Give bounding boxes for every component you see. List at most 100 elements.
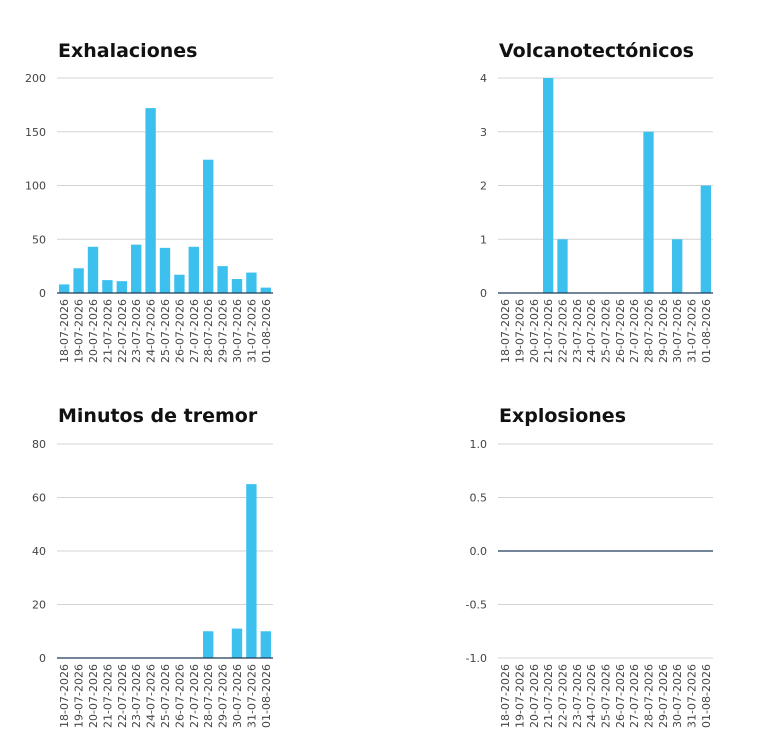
y-tick-label: 200 xyxy=(25,72,46,85)
x-tick-label: 18-07-2026 xyxy=(499,299,512,363)
bar xyxy=(116,281,127,293)
x-tick-label: 23-07-2026 xyxy=(571,664,584,728)
bar xyxy=(87,246,99,293)
x-tick-label: 31-07-2026 xyxy=(245,299,258,363)
y-tick-label: 4 xyxy=(480,72,487,85)
x-tick-label: 21-07-2026 xyxy=(101,664,114,728)
chart-title: Minutos de tremor xyxy=(58,405,258,427)
x-tick-label: 28-07-2026 xyxy=(643,299,656,363)
x-tick-label: 29-07-2026 xyxy=(657,664,670,728)
x-tick-label: 20-07-2026 xyxy=(528,299,541,363)
x-tick-label: 18-07-2026 xyxy=(499,664,512,728)
bar xyxy=(73,268,84,293)
x-tick-label: 29-07-2026 xyxy=(217,664,230,728)
x-tick-label: 19-07-2026 xyxy=(514,299,527,363)
y-tick-label: 0.5 xyxy=(470,492,488,505)
x-tick-label: 30-07-2026 xyxy=(231,299,244,363)
bar xyxy=(145,108,156,293)
x-tick-label: 28-07-2026 xyxy=(202,299,215,363)
x-tick-label: 20-07-2026 xyxy=(87,299,100,363)
x-tick-label: 22-07-2026 xyxy=(116,299,129,363)
x-tick-label: 25-07-2026 xyxy=(159,299,172,363)
bar xyxy=(203,159,214,293)
x-tick-label: 29-07-2026 xyxy=(657,299,670,363)
chart-panel-volcanotectonicos: Volcanotectónicos 0 1 2 3 4 18-07-2026 19-07-2… xyxy=(440,0,740,368)
bar-chart-exhalaciones: 0 50 100 150 200 18-07-2026 19-07-2026 20-07-20… xyxy=(25,72,273,363)
y-tick-label: -1.0 xyxy=(466,652,487,665)
bar xyxy=(102,280,113,293)
y-tick-label: 0 xyxy=(39,287,46,300)
bar xyxy=(672,239,683,293)
x-tick-label: 26-07-2026 xyxy=(173,299,186,363)
x-tick-label: 25-07-2026 xyxy=(600,299,613,363)
x-tick-label: 23-07-2026 xyxy=(571,299,584,363)
bar xyxy=(131,244,142,293)
chart-title: Explosiones xyxy=(499,405,626,427)
bar xyxy=(557,239,568,293)
x-tick-label: 27-07-2026 xyxy=(628,299,641,363)
y-tick-label: 0 xyxy=(39,652,46,665)
x-tick-label: 28-07-2026 xyxy=(202,664,215,728)
x-tick-label: 25-07-2026 xyxy=(159,664,172,728)
x-tick-label: 01-08-2026 xyxy=(260,299,273,363)
bar xyxy=(174,274,185,293)
x-tick-label: 22-07-2026 xyxy=(557,664,570,728)
bar xyxy=(643,131,654,293)
x-tick-label: 26-07-2026 xyxy=(173,664,186,728)
chart-title: Exhalaciones xyxy=(58,40,198,62)
y-tick-label: -0.5 xyxy=(466,599,487,612)
bar xyxy=(231,628,243,658)
x-tick-label: 20-07-2026 xyxy=(87,664,100,728)
x-tick-label: 27-07-2026 xyxy=(188,299,201,363)
x-tick-label: 01-08-2026 xyxy=(700,664,713,728)
bar xyxy=(700,185,711,293)
x-tick-label: 31-07-2026 xyxy=(245,664,258,728)
bar xyxy=(217,266,228,293)
x-tick-label: 19-07-2026 xyxy=(73,299,86,363)
x-tick-label: 20-07-2026 xyxy=(528,664,541,728)
bar xyxy=(246,272,257,293)
y-tick-label: 1.0 xyxy=(470,438,488,451)
x-tick-label: 27-07-2026 xyxy=(628,664,641,728)
bar xyxy=(246,484,257,658)
y-tick-label: 50 xyxy=(32,233,46,246)
chart-panel-explosiones: Explosiones -1.0 -0.5 0.0 0.5 1.0 18-07-2026 1… xyxy=(440,368,740,736)
bar-chart-volcanotectonicos: 0 1 2 3 4 18-07-2026 19-07-2026 20-07-2026 21-07… xyxy=(480,72,713,363)
x-tick-label: 29-07-2026 xyxy=(217,299,230,363)
x-tick-label: 18-07-2026 xyxy=(58,664,71,728)
x-tick-label: 21-07-2026 xyxy=(101,299,114,363)
x-tick-label: 21-07-2026 xyxy=(542,299,555,363)
x-tick-label: 24-07-2026 xyxy=(585,664,598,728)
x-tick-label: 31-07-2026 xyxy=(686,664,699,728)
y-tick-label: 40 xyxy=(32,545,46,558)
y-tick-label: 100 xyxy=(25,180,46,193)
y-tick-label: 0.0 xyxy=(470,545,488,558)
x-tick-label: 19-07-2026 xyxy=(514,664,527,728)
y-tick-label: 20 xyxy=(32,599,46,612)
x-tick-label: 01-08-2026 xyxy=(260,664,273,728)
y-tick-label: 3 xyxy=(480,126,487,139)
bar xyxy=(188,246,199,293)
x-tick-label: 26-07-2026 xyxy=(614,299,627,363)
x-tick-label: 31-07-2026 xyxy=(686,299,699,363)
bar xyxy=(231,279,243,293)
x-tick-label: 30-07-2026 xyxy=(671,299,684,363)
y-tick-label: 2 xyxy=(480,180,487,193)
x-tick-label: 25-07-2026 xyxy=(600,664,613,728)
x-tick-label: 23-07-2026 xyxy=(130,299,143,363)
x-tick-label: 27-07-2026 xyxy=(188,664,201,728)
x-tick-label: 19-07-2026 xyxy=(73,664,86,728)
x-tick-label: 24-07-2026 xyxy=(145,299,158,363)
bar xyxy=(203,631,214,658)
y-tick-label: 1 xyxy=(480,233,487,246)
y-tick-label: 80 xyxy=(32,438,46,451)
x-tick-label: 26-07-2026 xyxy=(614,664,627,728)
y-tick-label: 60 xyxy=(32,492,46,505)
x-tick-label: 22-07-2026 xyxy=(557,299,570,363)
bar xyxy=(159,247,171,293)
chart-panel-exhalaciones: Exhalaciones 0 50 100 150 200 18-07-2026 19-07… xyxy=(0,0,300,368)
x-tick-label: 28-07-2026 xyxy=(643,664,656,728)
x-tick-label: 22-07-2026 xyxy=(116,664,129,728)
x-tick-label: 24-07-2026 xyxy=(145,664,158,728)
bar xyxy=(543,78,554,293)
